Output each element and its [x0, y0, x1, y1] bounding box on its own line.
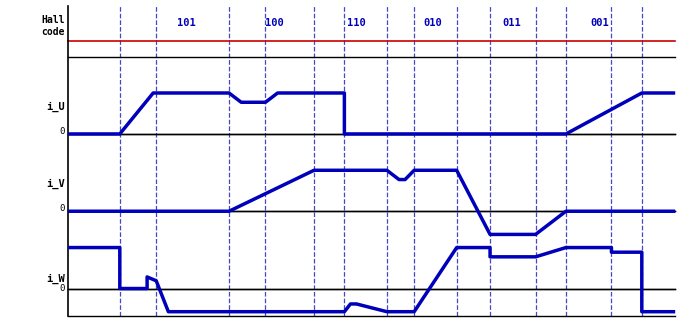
Text: i_U: i_U — [46, 102, 65, 112]
Text: i_V: i_V — [46, 179, 65, 189]
Text: 0: 0 — [59, 204, 65, 213]
Text: 011: 011 — [502, 18, 520, 28]
Text: i_W: i_W — [46, 273, 65, 284]
Text: 101: 101 — [177, 18, 196, 28]
Text: 001: 001 — [590, 18, 608, 28]
Text: Hall
code: Hall code — [42, 15, 65, 37]
Text: 110: 110 — [347, 18, 366, 28]
Text: 010: 010 — [423, 18, 442, 28]
Text: 100: 100 — [265, 18, 284, 28]
Text: 0: 0 — [59, 127, 65, 136]
Text: 0: 0 — [59, 284, 65, 293]
